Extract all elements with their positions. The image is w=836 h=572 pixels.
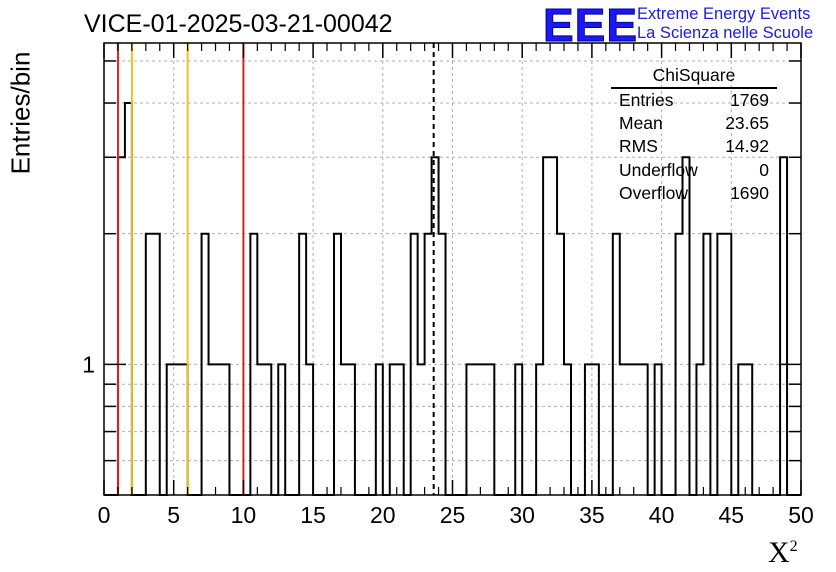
reference-lines [116, 43, 435, 495]
axis-tick-labels: 0 5 10 15 20 25 30 35 40 45 50 1 [82, 351, 814, 528]
stats-title: ChiSquare [611, 64, 777, 89]
x-axis-label: X2 [768, 536, 798, 569]
plot-area [104, 43, 801, 495]
stats-label: Entries [619, 90, 674, 110]
x-tick-label: 10 [231, 502, 257, 528]
x-tick-label: 45 [719, 502, 745, 528]
stats-row-underflow: Underflow 0 [611, 159, 777, 182]
stats-box: ChiSquare Entries 1769 Mean 23.65 RMS 14.92… [611, 64, 777, 205]
stats-value: 1769 [730, 90, 769, 110]
x-tick-label: 25 [440, 502, 466, 528]
stats-row-mean: Mean 23.65 [611, 112, 777, 135]
x-tick-label: 20 [370, 502, 396, 528]
axis-ticks [103, 43, 802, 495]
x-tick-label: 50 [788, 502, 814, 528]
eee-logo: EEE [542, 0, 639, 51]
x-tick-label: 5 [167, 502, 180, 528]
stats-value: 0 [759, 159, 769, 180]
histogram-outline [104, 102, 801, 496]
x-tick-label: 40 [649, 502, 675, 528]
stats-value: 14.92 [725, 136, 769, 157]
grid [104, 43, 801, 495]
y-tick-label: 1 [82, 351, 95, 377]
y-axis-label: Entries/bin [5, 51, 36, 175]
x-tick-label: 35 [579, 502, 605, 528]
logo-line-2: La Scienza nelle Scuole [637, 24, 814, 42]
x-tick-label: 15 [300, 502, 326, 528]
stats-label: Mean [619, 113, 663, 134]
stats-row-entries: Entries 1769 [611, 89, 777, 112]
stats-label: Underflow [619, 159, 698, 180]
chart-title: VICE-01-2025-03-21-00042 [84, 10, 393, 38]
stats-label: RMS [619, 136, 658, 157]
x-tick-label: 0 [98, 502, 111, 528]
logo-line-1: Extreme Energy Events [637, 5, 811, 23]
x-tick-label: 30 [509, 502, 535, 528]
stats-row-overflow: Overflow 1690 [611, 182, 777, 205]
stats-label: Overflow [619, 182, 689, 203]
stats-row-rms: RMS 14.92 [611, 135, 777, 158]
stats-value: 23.65 [725, 113, 769, 134]
stats-value: 1690 [730, 182, 769, 203]
